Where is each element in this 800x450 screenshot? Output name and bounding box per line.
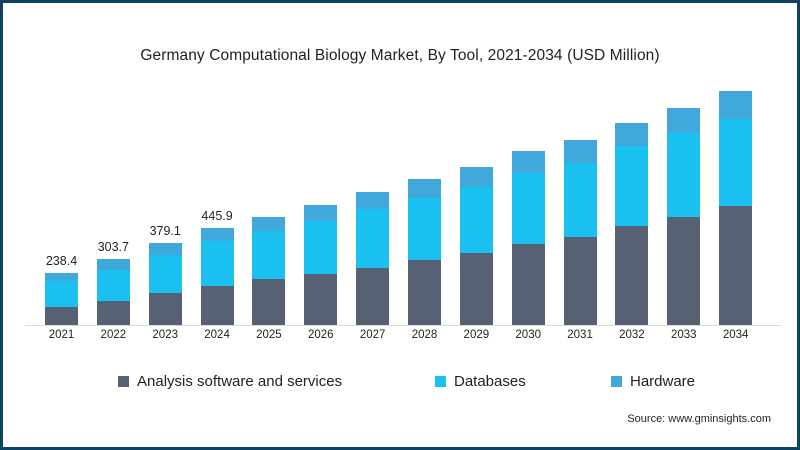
bar-segment xyxy=(252,230,286,280)
x-axis-label: 2026 xyxy=(307,329,334,341)
bar-segment xyxy=(408,259,441,325)
bar-stack xyxy=(719,90,753,325)
bar-segment xyxy=(719,205,753,325)
bar-segment xyxy=(667,133,701,217)
bar-segment xyxy=(356,267,390,325)
bar-segment xyxy=(408,197,441,260)
x-axis-label: 2023 xyxy=(152,329,178,341)
bar-segment xyxy=(511,243,545,325)
bar-segment xyxy=(459,186,493,253)
bar-stack: 303.7 xyxy=(96,240,130,325)
bar-segment xyxy=(45,273,78,282)
bar-stack xyxy=(667,108,701,325)
bar-segment xyxy=(96,269,130,301)
x-axis-line xyxy=(25,325,781,326)
bar-stack xyxy=(408,179,441,325)
bar-segment xyxy=(563,163,597,238)
bar-segment xyxy=(304,274,338,325)
legend-swatch-icon xyxy=(611,376,622,387)
legend-swatch-icon xyxy=(118,376,129,387)
chart-title: Germany Computational Biology Market, By… xyxy=(140,47,660,64)
bar-segment xyxy=(96,300,130,325)
bar-segment xyxy=(200,241,234,286)
bar-segment xyxy=(356,192,390,210)
bar-stack xyxy=(511,151,545,325)
bar-segment xyxy=(252,216,286,231)
bar-stack xyxy=(459,166,493,325)
bar-segment xyxy=(304,221,338,275)
x-axis-label: 2029 xyxy=(463,329,490,341)
x-axis-label: 2022 xyxy=(100,329,127,341)
bar-segment xyxy=(615,123,649,147)
x-axis-label: 2033 xyxy=(670,329,697,341)
bar-stack: 379.1 xyxy=(148,224,182,325)
bar-stack xyxy=(563,140,597,325)
bar-segment xyxy=(356,209,390,268)
bar-stack: 445.9 xyxy=(200,209,234,325)
x-axis-label: 2028 xyxy=(411,329,438,341)
bar-segment xyxy=(459,166,493,187)
bar-segment xyxy=(408,179,441,198)
bar-segment xyxy=(563,237,597,325)
bar-segment xyxy=(719,118,753,206)
bar-segment xyxy=(615,226,649,325)
bar-segment xyxy=(45,281,78,307)
bar-stack: 238.4 xyxy=(45,254,78,325)
bar-segment xyxy=(459,252,493,325)
bar-stack xyxy=(252,216,286,325)
bar-segment xyxy=(148,242,182,256)
bar-segment xyxy=(96,259,130,270)
bar-stack xyxy=(615,123,649,325)
bar-value-label: 303.7 xyxy=(97,240,129,255)
bar-segment xyxy=(200,285,234,325)
bar-value-label: 238.4 xyxy=(45,254,78,269)
x-axis-label: 2021 xyxy=(48,329,75,341)
legend-item[interactable]: Analysis software and services xyxy=(118,373,342,390)
bar-segment xyxy=(148,255,182,294)
bar-segment xyxy=(45,307,78,325)
bar-segment xyxy=(511,173,545,244)
bar-segment xyxy=(511,151,545,174)
x-axis-label: 2024 xyxy=(204,329,230,341)
x-axis-tick-labels: 2021 2022 2023 2024 2025 2026 2027 2028 2029 2030… xyxy=(25,329,781,347)
bar-stack xyxy=(356,192,390,325)
x-axis-label: 2032 xyxy=(619,329,645,341)
bar-segment xyxy=(200,228,234,242)
bar-segment xyxy=(667,216,701,325)
bar-segment xyxy=(719,90,753,119)
x-axis-label: 2027 xyxy=(359,329,386,341)
legend-item[interactable]: Hardware xyxy=(611,373,695,390)
legend-label: Hardware xyxy=(630,373,696,390)
bar-segment xyxy=(563,140,597,164)
x-axis-label: 2025 xyxy=(256,329,282,341)
plot-area: 238.4 303.7 379.1 445.9 xyxy=(25,83,781,326)
bar-segment xyxy=(667,108,701,133)
bar-stack xyxy=(304,205,338,325)
legend-label: Analysis software and services xyxy=(137,373,343,390)
bar-segment xyxy=(615,146,649,227)
legend-swatch-icon xyxy=(435,376,446,387)
source-note: Source: www.gminsights.com xyxy=(627,413,771,425)
chart-legend: Analysis software and services Databases H… xyxy=(3,373,797,397)
legend-item[interactable]: Databases xyxy=(435,373,526,390)
x-axis-label: 2030 xyxy=(515,329,541,341)
x-axis-label: 2034 xyxy=(722,329,749,341)
bar-value-label: 445.9 xyxy=(201,209,233,224)
bar-segment xyxy=(148,293,182,325)
bar-segment xyxy=(252,279,286,325)
bar-segment xyxy=(304,205,338,222)
bar-value-label: 379.1 xyxy=(149,223,181,238)
x-axis-label: 2031 xyxy=(567,329,593,341)
legend-label: Databases xyxy=(454,373,526,390)
